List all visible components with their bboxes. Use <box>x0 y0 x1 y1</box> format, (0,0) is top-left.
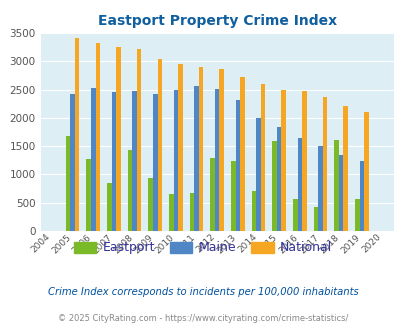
Bar <box>148 178 153 231</box>
Bar <box>313 207 318 231</box>
Bar <box>260 84 265 231</box>
Bar <box>132 91 136 231</box>
Bar <box>230 161 235 231</box>
Title: Eastport Property Crime Index: Eastport Property Crime Index <box>98 14 336 28</box>
Text: © 2025 CityRating.com - https://www.cityrating.com/crime-statistics/: © 2025 CityRating.com - https://www.city… <box>58 314 347 323</box>
Bar <box>301 91 306 231</box>
Bar <box>75 38 79 231</box>
Bar <box>354 199 359 231</box>
Bar <box>292 199 297 231</box>
Bar <box>272 141 276 231</box>
Bar <box>95 43 100 231</box>
Bar <box>153 93 157 231</box>
Bar <box>86 159 91 231</box>
Bar <box>256 118 260 231</box>
Bar <box>359 161 363 231</box>
Bar <box>136 50 141 231</box>
Bar <box>239 77 244 231</box>
Bar <box>157 59 162 231</box>
Bar <box>128 150 132 231</box>
Text: Crime Index corresponds to incidents per 100,000 inhabitants: Crime Index corresponds to incidents per… <box>47 287 358 297</box>
Bar <box>178 64 182 231</box>
Bar <box>251 191 256 231</box>
Bar <box>168 194 173 231</box>
Bar <box>210 158 214 231</box>
Bar <box>219 69 224 231</box>
Legend: Eastport, Maine, National: Eastport, Maine, National <box>68 236 337 259</box>
Bar <box>111 92 116 231</box>
Bar <box>338 155 343 231</box>
Bar <box>235 100 239 231</box>
Bar <box>173 90 178 231</box>
Bar <box>297 138 301 231</box>
Bar <box>363 112 368 231</box>
Bar <box>66 136 70 231</box>
Bar <box>276 127 281 231</box>
Bar <box>343 106 347 231</box>
Bar <box>91 88 95 231</box>
Bar <box>70 93 75 231</box>
Bar <box>107 183 111 231</box>
Bar <box>189 192 194 231</box>
Bar <box>198 67 203 231</box>
Bar <box>333 141 338 231</box>
Bar <box>116 47 120 231</box>
Bar <box>194 86 198 231</box>
Bar <box>214 89 219 231</box>
Bar <box>322 97 326 231</box>
Bar <box>281 89 285 231</box>
Bar <box>318 146 322 231</box>
